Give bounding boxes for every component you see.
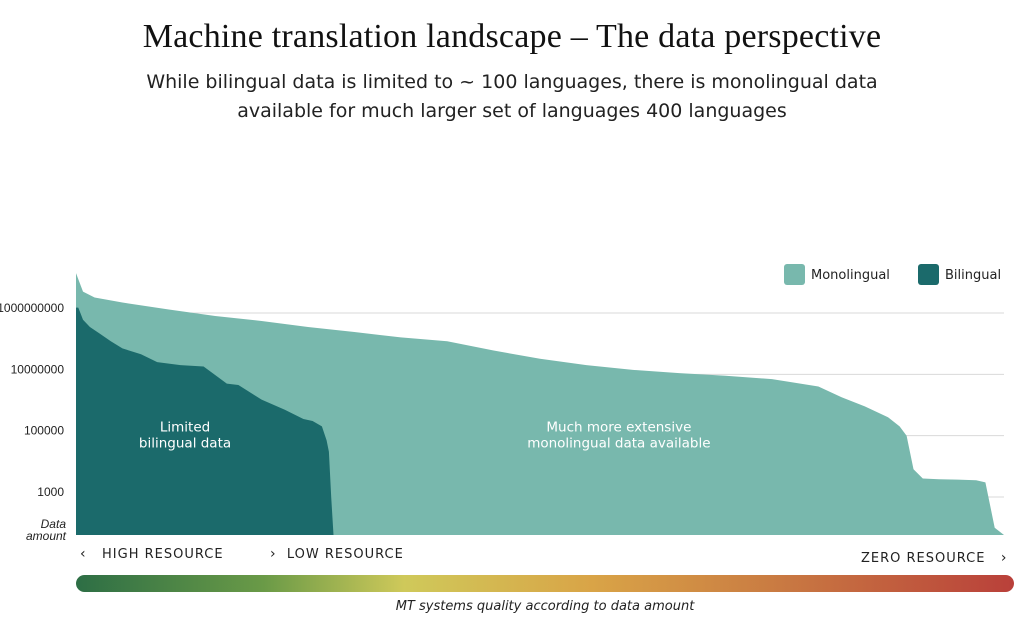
bilingual-area: [76, 307, 334, 535]
chevron-right-icon: ›: [270, 546, 277, 562]
legend: Monolingual Bilingual: [784, 264, 1001, 285]
legend-label-monolingual: Monolingual: [811, 268, 890, 283]
annotation-bilingual: bilingual data: [139, 436, 231, 452]
zero-resource-label: ZERO RESOURCE ›: [861, 550, 1008, 566]
high-resource-label: ‹ HIGH RESOURCE: [80, 546, 224, 562]
quality-caption: MT systems quality according to data amo…: [395, 599, 695, 614]
y-tick-label: 1000000000: [0, 301, 64, 315]
y-tick-label: 100000: [24, 424, 64, 438]
y-axis-label-line1: Data: [41, 517, 67, 531]
page-subtitle: While bilingual data is limited to ~ 100…: [146, 71, 878, 122]
annotation-monolingual: Much more extensive: [546, 420, 691, 436]
quality-gradient-bar: [76, 575, 1014, 592]
data-amount-chart: 1000000000 10000000 100000 1000 Limitedbili…: [0, 264, 1004, 543]
y-tick-label: 1000: [37, 485, 64, 499]
annotation-monolingual: monolingual data available: [527, 436, 710, 452]
y-axis-label-line2: amount: [26, 529, 67, 543]
legend-swatch-bilingual: [918, 264, 939, 285]
annotation-bilingual: Limited: [160, 420, 210, 436]
low-resource-label: › LOW RESOURCE: [270, 546, 404, 562]
legend-swatch-monolingual: [784, 264, 805, 285]
chevron-right-icon: ›: [1000, 550, 1008, 566]
page-title: Machine translation landscape – The data…: [142, 18, 882, 55]
chevron-left-icon: ‹: [80, 546, 87, 562]
legend-label-bilingual: Bilingual: [945, 268, 1001, 283]
y-tick-label: 10000000: [11, 362, 65, 376]
